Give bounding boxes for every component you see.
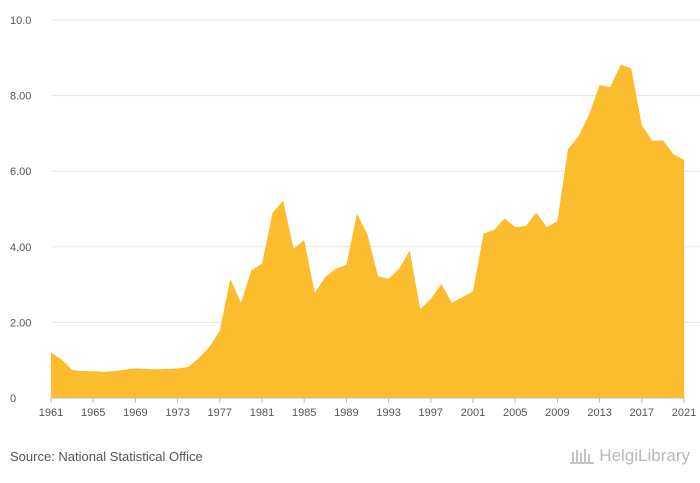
x-tick-label: 1969: [123, 407, 147, 419]
x-tick-label: 2021: [672, 407, 696, 419]
x-tick-label: 2009: [545, 407, 569, 419]
x-axis: 1961 1965 1969 1973 1977 1981 1985 1989 1993 1997…: [39, 397, 696, 419]
x-tick-label: 1985: [292, 407, 316, 419]
area-fill: [51, 64, 684, 398]
x-tick-label: 1997: [419, 407, 443, 419]
y-axis: 0 2.00 4.00 6.00 8.00 10.0: [10, 15, 31, 405]
brand-name: HelgiLibrary: [599, 446, 690, 465]
x-tick-label: 1973: [165, 407, 189, 419]
y-tick-label: 8.00: [10, 91, 31, 103]
x-tick-label: 1989: [334, 407, 358, 419]
y-tick-label: 10.0: [10, 15, 31, 27]
x-tick-label: 1961: [39, 407, 63, 419]
x-tick-label: 2005: [503, 407, 527, 419]
x-tick-label: 2001: [461, 407, 485, 419]
x-tick-label: 1993: [376, 407, 400, 419]
x-tick-label: 1977: [208, 407, 232, 419]
x-tick-label: 2013: [587, 407, 611, 419]
area-series: [51, 64, 684, 398]
x-tick-label: 1965: [81, 407, 105, 419]
brand-logo: HelgiLibrary: [569, 446, 690, 466]
source-note: Source: National Statistical Office: [10, 449, 203, 464]
library-icon: [570, 449, 595, 464]
y-tick-label: 6.00: [10, 166, 31, 178]
x-tick-label: 1981: [250, 407, 274, 419]
y-tick-label: 4.00: [10, 242, 31, 254]
x-tick-label: 2017: [630, 407, 654, 419]
y-tick-label: 0: [10, 393, 16, 405]
y-tick-label: 2.00: [10, 317, 31, 329]
area-chart: 1961 1965 1969 1973 1977 1981 1985 1989 1993 1997…: [10, 15, 700, 419]
